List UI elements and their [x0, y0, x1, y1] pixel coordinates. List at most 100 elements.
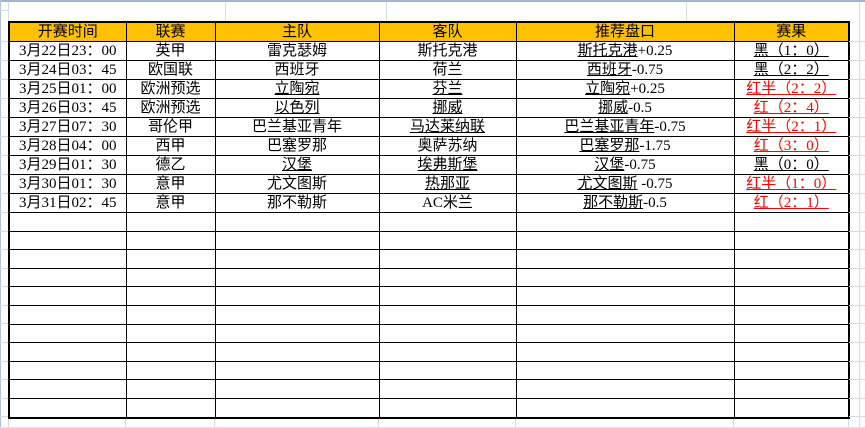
- gridline: [849, 416, 865, 417]
- betting-tips-table: 开赛时间 联赛 主队 客队 推荐盘口 赛果 3月22日23：00 英甲 雷克瑟姆 斯托克港 斯托克…: [8, 21, 850, 419]
- handicap-cell: 斯托克港+0.25: [515, 41, 735, 61]
- empty-cell: [733, 249, 850, 269]
- gridline: [0, 286, 8, 287]
- match-row: 3月25日01：00 欧洲预选 立陶宛 芬兰 立陶宛+0.25 红半（2：2）: [8, 79, 850, 99]
- gridline: [733, 419, 734, 428]
- kickoff-time-cell: 3月24日03：45: [8, 60, 127, 80]
- home-team-cell: 那不勒斯: [214, 193, 380, 213]
- gridline: [849, 305, 865, 306]
- home-team-name: 雷克瑟姆: [266, 42, 327, 59]
- gridline: [0, 249, 8, 250]
- kickoff-time: 3月22日23：00: [18, 42, 117, 59]
- kickoff-time-cell: 3月29日01：30: [8, 155, 127, 175]
- result-text: 红（2：4）: [753, 99, 829, 116]
- empty-cell: [125, 286, 216, 306]
- handicap-cell: 尤文图斯 -0.75: [515, 174, 735, 194]
- empty-row: [8, 397, 850, 419]
- kickoff-time-cell: 3月31日02：45: [8, 193, 127, 213]
- gridline: [849, 98, 865, 99]
- gridline: [849, 136, 865, 137]
- handicap-cell: 汉堡-0.75: [515, 155, 735, 175]
- away-team-name: 荷兰: [432, 61, 463, 78]
- empty-row: [8, 342, 850, 362]
- empty-cell: [378, 397, 517, 419]
- away-team-cell: 奥萨苏纳: [378, 136, 517, 156]
- gridline: [0, 41, 8, 42]
- handicap-team-name: 斯托克港: [577, 42, 638, 59]
- gridline: [0, 416, 8, 417]
- match-row: 3月31日02：45 意甲 那不勒斯 AC米兰 那不勒斯-0.5 红（2：1）: [8, 193, 850, 213]
- empty-cell: [733, 230, 850, 251]
- away-team-cell: 芬兰: [378, 79, 517, 99]
- empty-cell: [515, 342, 735, 362]
- league-cell: 意甲: [125, 174, 216, 194]
- empty-cell: [515, 230, 735, 251]
- result-text: 黑（1：0）: [753, 42, 829, 59]
- match-row: 3月28日04：00 西甲 巴塞罗那 奥萨苏纳 巴塞罗那-1.75 红（3：0）: [8, 136, 850, 156]
- empty-cell: [733, 323, 850, 344]
- result-cell: 黑（2：2）: [733, 60, 850, 80]
- away-team-name: 热那亚: [424, 175, 470, 192]
- handicap-team-name: 汉堡: [594, 156, 625, 173]
- empty-cell: [214, 304, 380, 325]
- handicap-line: +0.25: [637, 42, 673, 59]
- empty-cell: [733, 304, 850, 325]
- empty-row: [8, 230, 850, 251]
- empty-cell: [8, 230, 127, 251]
- away-team-cell: 斯托克港: [378, 41, 517, 61]
- empty-cell: [733, 397, 850, 419]
- kickoff-time: 3月28日04：00: [18, 137, 117, 154]
- gridline: [386, 2, 387, 21]
- gridline: [0, 117, 8, 118]
- gridline: [849, 193, 865, 194]
- kickoff-time-cell: 3月26日03：45: [8, 98, 127, 118]
- kickoff-time: 3月25日01：00: [18, 80, 117, 97]
- handicap-line: -1.75: [639, 137, 671, 154]
- gridline: [225, 2, 226, 21]
- empty-cell: [8, 360, 127, 381]
- empty-cell: [378, 286, 517, 306]
- home-team-name: 那不勒斯: [266, 194, 327, 211]
- league-name: 欧洲预选: [140, 80, 201, 97]
- gridline: [214, 419, 215, 428]
- empty-cell: [378, 342, 517, 362]
- match-row: 3月24日03：45 欧国联 西班牙 荷兰 西班牙-0.75 黑（2：2）: [8, 60, 850, 80]
- handicap-cell: 巴塞罗那-1.75: [515, 136, 735, 156]
- result-cell: 红半（2：2）: [733, 79, 850, 99]
- kickoff-time-cell: 3月30日01：30: [8, 174, 127, 194]
- gridline: [0, 60, 8, 61]
- empty-row: [8, 379, 850, 399]
- gridline: [0, 305, 8, 306]
- empty-cell: [214, 323, 380, 344]
- gridline: [849, 361, 865, 362]
- league-name: 英甲: [155, 42, 186, 59]
- gridline: [859, 2, 860, 428]
- league-cell: 英甲: [125, 41, 216, 61]
- kickoff-time-cell: 3月28日04：00: [8, 136, 127, 156]
- column-header-home: 主队: [214, 21, 380, 42]
- handicap-team-name: 挪威: [598, 99, 629, 116]
- empty-cell: [125, 212, 216, 232]
- empty-cell: [125, 360, 216, 381]
- handicap-team-name: 尤文图斯: [577, 175, 638, 192]
- gridline: [849, 79, 865, 80]
- empty-cell: [378, 212, 517, 232]
- empty-cell: [515, 286, 735, 306]
- gridline: [849, 231, 865, 232]
- empty-cell: [125, 249, 216, 269]
- league-name: 意甲: [155, 194, 186, 211]
- empty-cell: [733, 379, 850, 399]
- league-name: 西甲: [155, 137, 186, 154]
- away-team-cell: 热那亚: [378, 174, 517, 194]
- league-cell: 意甲: [125, 193, 216, 213]
- gridline: [0, 0, 1, 428]
- league-name: 欧国联: [147, 61, 193, 78]
- column-header-result: 赛果: [733, 21, 850, 42]
- handicap-line: -0.75: [631, 61, 664, 78]
- league-name: 欧洲预选: [140, 99, 201, 116]
- gridline: [0, 193, 8, 194]
- kickoff-time: 3月29日01：30: [18, 156, 117, 173]
- gridline: [849, 41, 865, 42]
- gridline: [0, 79, 8, 80]
- handicap-cell: 那不勒斯-0.5: [515, 193, 735, 213]
